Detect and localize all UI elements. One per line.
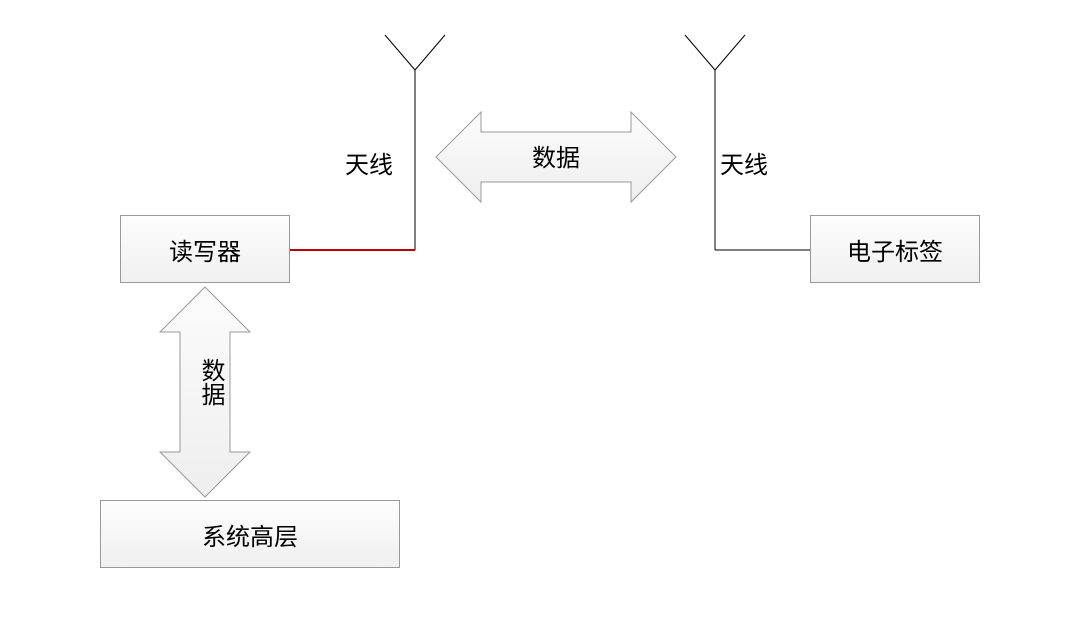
- data-vert-label: 数据: [193, 358, 228, 406]
- antenna-right-label: 天线: [720, 145, 768, 180]
- tag-box: 电子标签: [810, 215, 980, 283]
- data-arrow-horizontal: 数据: [436, 112, 676, 202]
- antenna-left-icon: [385, 35, 445, 250]
- upper-box: 系统高层: [100, 500, 400, 568]
- reader-box: 读写器: [120, 215, 290, 283]
- reader-label: 读写器: [169, 232, 241, 267]
- data-horiz-label: 数据: [532, 145, 580, 172]
- upper-label: 系统高层: [202, 517, 298, 552]
- antenna-right-icon: [685, 35, 745, 250]
- tag-label: 电子标签: [847, 232, 943, 267]
- antenna-left-label: 天线: [345, 145, 393, 180]
